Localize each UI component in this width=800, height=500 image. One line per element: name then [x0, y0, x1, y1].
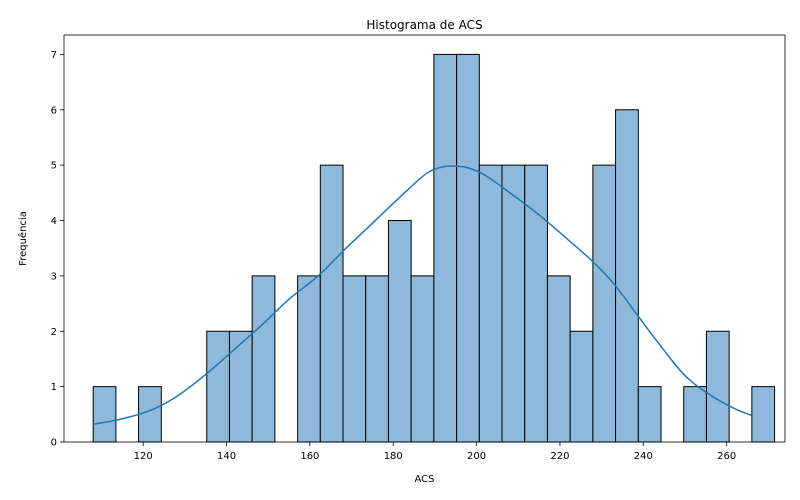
x-tick-label: 260 — [717, 451, 736, 462]
histogram-bar — [342, 275, 367, 443]
histogram-bar — [569, 330, 594, 443]
plot-frame — [63, 34, 786, 443]
histogram-bar — [410, 275, 435, 443]
histogram-bar — [365, 275, 389, 443]
histogram-bar — [319, 164, 344, 443]
histogram-bar — [456, 53, 480, 443]
histogram-bar — [705, 330, 730, 443]
y-axis-label: Frequência — [17, 211, 29, 266]
histogram-bar — [297, 275, 321, 443]
y-tick-label: 3 — [51, 271, 57, 282]
x-axis-ticks: 120 140 160 180 200 220 240 260 — [134, 442, 736, 462]
x-tick-label: 140 — [217, 451, 236, 462]
kde-curve — [93, 165, 752, 426]
histogram-bar — [751, 386, 776, 443]
y-tick-label: 5 — [51, 161, 57, 172]
x-tick-label: 120 — [134, 451, 153, 462]
x-axis-label: ACS — [415, 474, 435, 485]
y-tick-label: 7 — [51, 50, 57, 61]
x-tick-label: 160 — [300, 451, 319, 462]
histogram-bar — [615, 109, 639, 443]
x-tick-label: 220 — [550, 451, 569, 462]
histogram-bar — [637, 386, 662, 443]
y-tick-label: 1 — [51, 382, 57, 393]
histogram-bar — [387, 220, 412, 443]
y-tick-label: 0 — [51, 438, 57, 449]
histogram-bar — [92, 386, 117, 443]
histogram-bar — [478, 164, 503, 443]
histogram-bar — [546, 275, 571, 443]
histogram-bar — [683, 386, 707, 443]
histogram-bar — [228, 330, 253, 443]
x-tick-label: 180 — [384, 451, 403, 462]
y-tick-label: 6 — [51, 105, 57, 116]
y-tick-label: 2 — [51, 327, 57, 338]
histogram-bar — [251, 275, 276, 443]
y-tick-label: 4 — [51, 216, 57, 227]
y-axis-ticks: 0 1 2 3 4 5 6 7 — [51, 50, 64, 449]
x-tick-label: 240 — [634, 451, 653, 462]
chart-title: Histograma de ACS — [366, 18, 482, 32]
histogram-bar — [433, 53, 458, 443]
histogram-bars — [92, 53, 776, 443]
histogram-bar — [206, 330, 230, 443]
histogram-bar — [592, 164, 617, 443]
x-tick-label: 200 — [467, 451, 486, 462]
histogram-bar — [138, 386, 162, 443]
histogram-bar — [501, 164, 526, 443]
